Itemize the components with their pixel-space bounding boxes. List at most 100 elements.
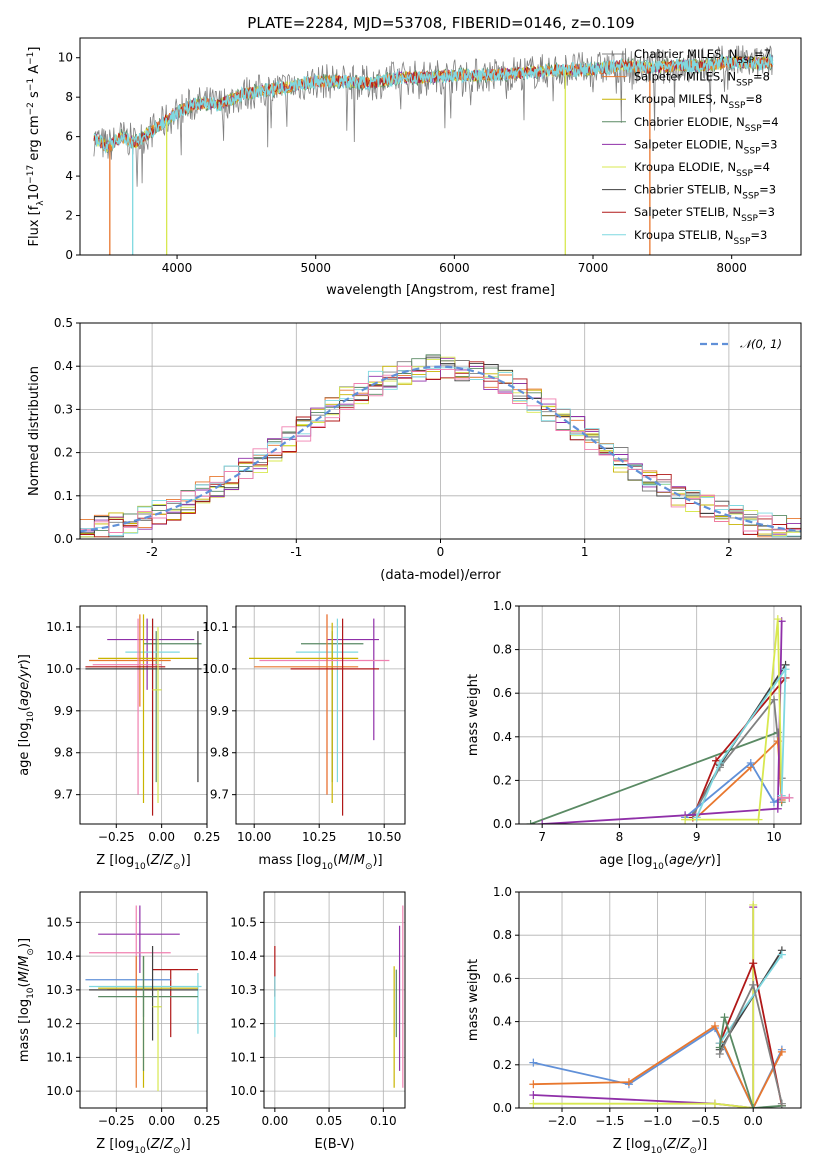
axes-border [518,605,802,825]
weight-line [718,982,783,1104]
x-tick-label: 0.10 [370,1114,397,1128]
axes-border [79,37,802,256]
y-tick-label: 8 [65,90,73,104]
y-tick-label: 10.2 [46,1017,73,1031]
weight-marker [777,617,786,626]
weight-marker [715,1050,724,1058]
x-tick-label: 0.25 [194,1114,221,1128]
x-axis-label: Z [log10(Z/Z⊙)] [96,1137,190,1156]
y-axis-label: mass weight [466,674,481,756]
y-tick-label: 9.8 [210,746,229,760]
plot-area [93,45,774,255]
legend-entry: Salpeter STELIB, NSSP=3 [634,205,775,224]
y-tick-label: 0 [65,248,73,262]
legend-entry: 𝒩(0, 1) [740,337,782,351]
weight-line [685,619,783,821]
axes-frame: -2 -1 0 1 2 0.0 0.1 0.2 0.3 0.4 0.5 𝒩(0, 1) (data-mo… [27,316,802,583]
x-tick-label: 7000 [578,261,609,275]
legend-entry: Kroupa MILES, NSSP=8 [634,92,762,111]
axes-frame: 4000 5000 6000 7000 8000 0 2 4 6 8 10 wavelength [A… [26,37,802,298]
x-tick-label: 8000 [716,261,747,275]
axes-border [263,891,406,1109]
grid [519,891,801,1109]
age-vs-mass-panel: 10.00 10.25 10.50 9.7 9.8 9.9 10.0 10.1 mass [lo… [202,605,406,872]
weight-marker [777,793,786,802]
axes-frame: −0.25 0.00 0.25 9.7 9.8 9.9 10.0 10.1 Z [log10(Z… [17,605,221,872]
axes-border [79,605,208,825]
model-spectrum-line [93,45,774,187]
x-tick-label: 0 [437,545,445,559]
weight-line [718,1017,782,1108]
age-vs-metallicity-panel: −0.25 0.00 0.25 9.7 9.8 9.9 10.0 10.1 Z [log10(Z… [17,605,221,872]
weight-marker [749,980,758,989]
weight-marker [773,615,782,624]
y-tick-label: 2 [65,209,73,223]
x-tick-label: 10 [766,830,781,844]
axes-border [79,891,208,1109]
weight-marker [710,1099,719,1108]
y-axis-label: mass [log10(M/M⊙)] [17,938,36,1062]
y-tick-label: 9.9 [54,704,73,718]
x-tick-label: −1.5 [595,1114,624,1128]
legend-entry: Salpeter MILES, NSSP=8 [634,70,770,89]
x-tick-label: 10.00 [237,830,271,844]
weight-line [718,954,783,1044]
x-tick-label: 0.25 [194,830,221,844]
y-tick-label: 0.8 [493,643,512,657]
y-tick-label: 10.2 [230,1017,257,1031]
y-tick-label: 9.7 [54,788,73,802]
weight-marker [777,1047,786,1056]
y-tick-label: 9.8 [54,746,73,760]
mass-vs-ebv-panel: 0.00 0.05 0.10 10.0 10.1 10.2 10.3 10.4 10.5 E(B-… [230,891,406,1152]
weight-marker [769,695,778,704]
x-axis-label: wavelength [Angstrom, rest frame] [326,283,555,298]
x-tick-label: 5000 [300,261,331,275]
plot-area [274,905,404,1088]
y-axis-label: age [log10(age/yr)] [17,654,36,776]
weight-marker [715,758,724,767]
plot-area [526,615,794,824]
y-tick-label: 10.0 [46,1084,73,1098]
plot-area [85,614,202,816]
y-tick-label: 10.4 [46,949,73,963]
legend-entry: Kroupa STELIB, NSSP=3 [634,228,767,247]
plot-area [85,905,202,1092]
x-tick-label: 0.05 [316,1114,343,1128]
weight-marker [529,1091,538,1100]
y-tick-label: 0.0 [54,532,73,546]
weight-marker [681,815,690,824]
x-tick-label: −0.25 [98,830,135,844]
y-tick-label: 10 [58,51,73,65]
grid [264,892,405,1108]
grid [236,606,405,824]
x-tick-label: −0.5 [691,1114,720,1128]
x-tick-label: 10.50 [367,830,401,844]
x-tick-label: 2 [725,545,733,559]
y-tick-label: 0.5 [54,316,73,330]
weight-marker [529,1080,538,1089]
weight-marker [769,798,778,807]
normal-curve [80,365,801,533]
weight-marker [720,1013,729,1022]
weight-marker [710,1021,719,1030]
y-tick-label: 0.0 [493,817,512,831]
weight-marker [526,820,535,824]
y-tick-label: 10.5 [46,915,73,929]
x-tick-label: 0.00 [261,1114,288,1128]
y-tick-label: 0.2 [493,1058,512,1072]
weight-marker [785,793,794,802]
legend-entry: Salpeter ELODIE, NSSP=3 [634,137,777,156]
weight-marker [749,1104,758,1108]
weight-line [695,666,787,818]
plot-area [249,614,390,816]
legend-entry: Chabrier STELIB, NSSP=3 [634,183,776,202]
weight-marker [692,813,701,822]
histogram-step [80,361,801,538]
weight-line [533,907,755,1108]
weight-line [696,739,783,819]
weight-marker [777,950,786,959]
x-tick-label: 8 [616,830,624,844]
y-tick-label: 10.1 [230,1050,257,1064]
weight-vs-metallicity-panel: −2.0 −1.5 −1.0 −0.5 0.0 0.0 0.2 0.4 0.6 0.8 1.0 Z [… [466,885,802,1156]
weight-marker [777,1099,786,1108]
